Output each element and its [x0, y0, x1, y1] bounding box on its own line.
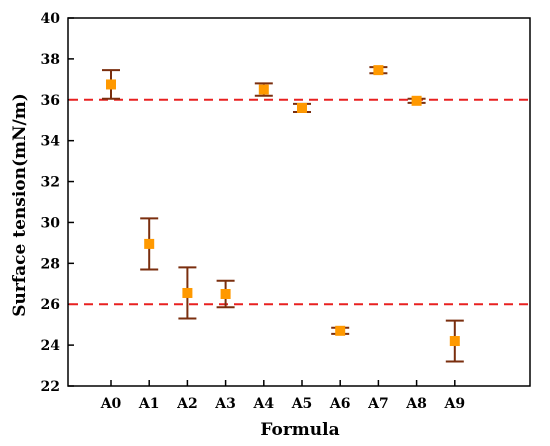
x-tick-label: A4 [252, 396, 274, 412]
x-tick-label: A8 [405, 396, 427, 412]
y-tick-label: 36 [41, 93, 60, 109]
data-point [106, 79, 116, 90]
data-point [335, 325, 346, 336]
y-tick-label: 40 [41, 11, 61, 27]
data-point [258, 84, 269, 95]
y-tick-label: 38 [41, 52, 60, 68]
y-tick-label: 30 [41, 215, 61, 231]
data-point [297, 102, 307, 113]
x-tick-label: A0 [100, 396, 122, 412]
x-tick-label: A1 [138, 396, 160, 412]
error-bars [102, 66, 464, 363]
x-tick-label: A3 [214, 396, 236, 412]
x-tick-label: A9 [443, 396, 465, 412]
x-tick-label: A5 [291, 396, 313, 412]
data-points [106, 65, 460, 347]
y-axis-title: Surface tension(mN/m) [10, 93, 30, 317]
data-point [449, 336, 460, 347]
y-tick-label: 32 [41, 175, 60, 191]
y-tick-label: 34 [41, 134, 61, 150]
data-point [144, 238, 155, 249]
y-tick-label: 26 [41, 297, 60, 313]
data-point [220, 289, 231, 299]
y-tick-label: 28 [41, 256, 60, 272]
axes [67, 17, 531, 387]
x-tick-label: A7 [367, 396, 389, 412]
y-tick-label: 24 [41, 338, 61, 354]
plot-frame [67, 17, 531, 387]
y-tick-label: 22 [41, 379, 60, 395]
reference-lines [69, 98, 529, 306]
x-tick-label: A6 [329, 396, 351, 412]
tick-labels: 22 24 26 28 30 32 34 36 38 40 A0 A1 A2 A3 A4 A5 A6 A7 A8 A9 [41, 11, 466, 412]
data-point [373, 65, 384, 76]
x-axis-title: Formula [260, 420, 339, 440]
data-point [182, 287, 193, 298]
data-point [411, 95, 422, 106]
x-tick-label: A2 [176, 396, 198, 412]
